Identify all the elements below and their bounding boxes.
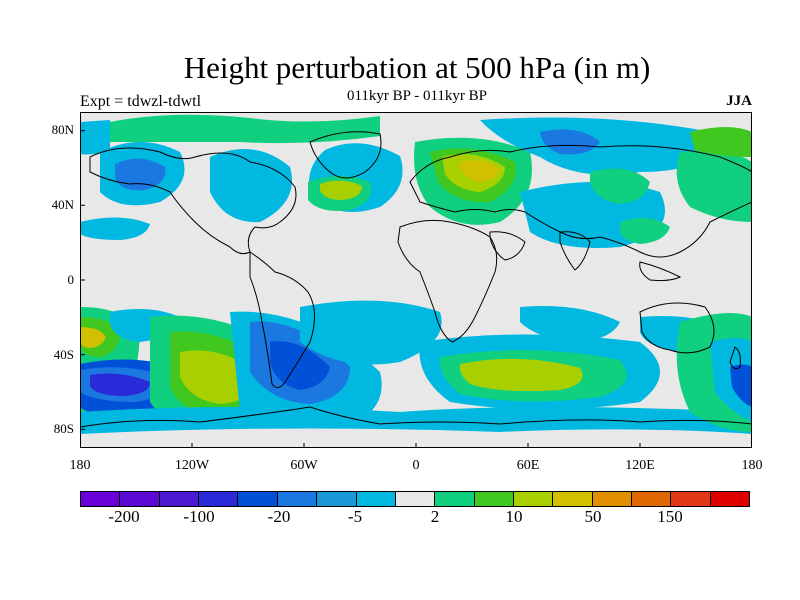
colorbar-swatch	[435, 492, 475, 506]
coastlines	[80, 131, 752, 428]
colorbar-swatch	[592, 492, 633, 506]
colorbar-label: 150	[657, 507, 683, 526]
contour-region	[620, 218, 670, 244]
contour-region	[520, 306, 620, 342]
colorbar-swatch	[81, 492, 121, 506]
colorbar-swatch	[395, 492, 436, 506]
colorbar-swatch	[632, 492, 672, 506]
colorbar-swatch	[553, 492, 593, 506]
lon-label: 0	[412, 458, 420, 473]
colorbar-label: -200	[108, 507, 140, 526]
colorbar-swatch	[199, 492, 239, 506]
season-label: JJA	[726, 93, 752, 109]
lon-label: 180	[69, 458, 91, 473]
contour-region	[590, 168, 650, 204]
contour-region	[459, 358, 583, 392]
contour-region	[460, 160, 500, 182]
colorbar-swatch	[474, 492, 514, 506]
contour-region	[80, 428, 752, 448]
colorbar-swatch	[513, 492, 554, 506]
contour-region	[690, 127, 752, 157]
map-frame	[80, 112, 752, 448]
contour-region	[676, 150, 752, 222]
colorbar-label: -20	[267, 507, 291, 526]
colorbar-swatch	[317, 492, 357, 506]
contour-region	[210, 149, 292, 223]
lat-label: 40N	[51, 197, 74, 212]
colorbar-label: -5	[347, 507, 363, 526]
colorbar-swatch	[159, 492, 200, 506]
page-title: Height perturbation at 500 hPa (in m)	[183, 50, 651, 85]
colorbar-swatch	[238, 492, 278, 506]
colorbar	[80, 491, 750, 507]
colorbar-swatch	[120, 492, 160, 506]
colorbar-label: 10	[505, 507, 523, 526]
colorbar-label: 2	[430, 507, 440, 526]
contour-region	[90, 373, 150, 396]
lon-label: 60W	[290, 458, 318, 473]
colorbar-swatch	[710, 492, 750, 506]
contour-region	[270, 341, 330, 390]
lon-label: 60E	[516, 458, 540, 473]
colorbar-label: -100	[183, 507, 215, 526]
contour-region	[80, 120, 110, 155]
contour-region	[540, 129, 600, 155]
contour-region	[710, 338, 752, 422]
colorbar-label: 50	[584, 507, 602, 526]
contour-region	[80, 217, 150, 240]
lon-label: 120W	[174, 458, 210, 473]
contour-region	[320, 180, 362, 200]
contour-region	[110, 114, 380, 144]
colorbar-swatch	[277, 492, 318, 506]
lon-label: 180	[741, 458, 763, 473]
lat-label: 80S	[53, 421, 74, 436]
lat-label: 0	[67, 272, 75, 287]
colorbar-swatch	[356, 492, 396, 506]
experiment-label: Expt = tdwzl-tdwtl	[80, 93, 202, 110]
contour-region	[300, 300, 442, 365]
subtitle: 011kyr BP - 011kyr BP	[346, 88, 487, 104]
contour-region	[115, 158, 166, 191]
contour-map	[80, 112, 752, 448]
lat-label: 80N	[51, 122, 74, 137]
colorbar-swatch	[671, 492, 711, 506]
lon-label: 120E	[625, 458, 655, 473]
lat-label: 40S	[53, 347, 74, 362]
contour-region	[80, 327, 106, 348]
contour-region	[730, 364, 752, 407]
